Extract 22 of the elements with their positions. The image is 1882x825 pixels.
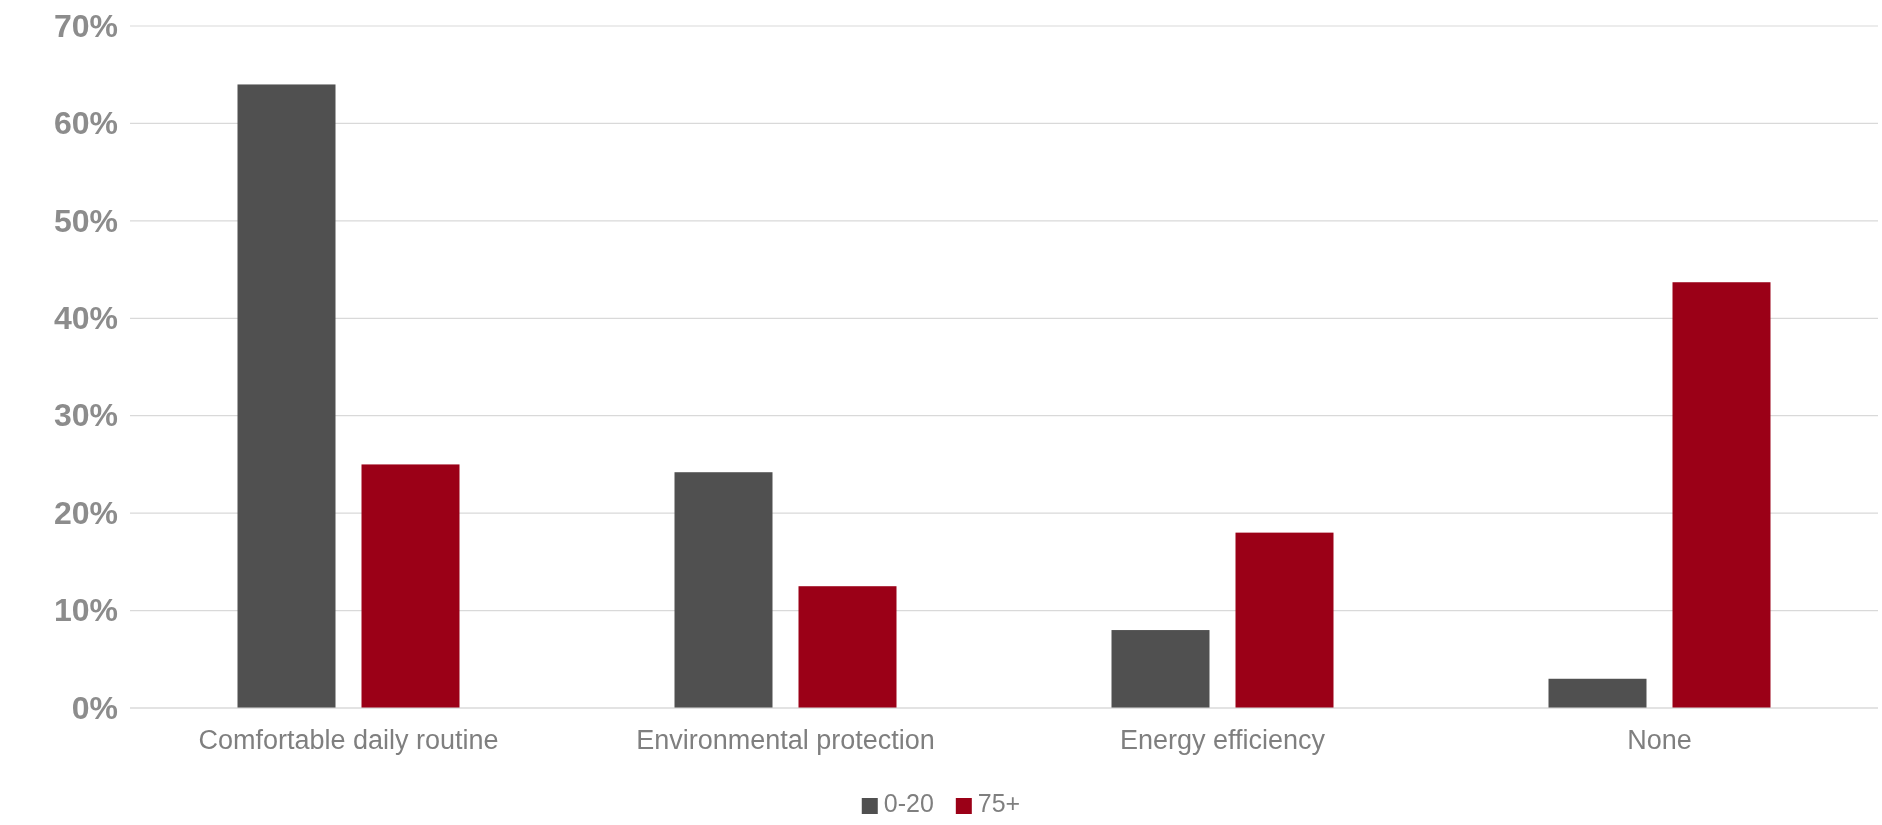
bar bbox=[1548, 678, 1647, 708]
y-tick-label: 70% bbox=[53, 7, 118, 44]
bar bbox=[798, 586, 897, 708]
y-tick-label: 0% bbox=[71, 689, 118, 726]
x-tick-label: Environmental protection bbox=[636, 725, 935, 756]
y-tick-label: 20% bbox=[53, 494, 118, 531]
y-tick-label: 10% bbox=[53, 592, 118, 629]
y-tick-label: 60% bbox=[53, 105, 118, 142]
x-tick-label: Energy efficiency bbox=[1119, 725, 1326, 756]
legend-label: 0-20 bbox=[883, 789, 934, 817]
bar bbox=[361, 464, 460, 708]
bar bbox=[1672, 282, 1771, 708]
legend-label: 75+ bbox=[977, 789, 1021, 817]
y-tick-label: 50% bbox=[53, 202, 118, 239]
bar bbox=[237, 84, 336, 708]
x-tick-label: Comfortable daily routine bbox=[198, 725, 499, 756]
x-tick-label: None bbox=[1627, 725, 1692, 756]
bar bbox=[674, 472, 773, 708]
y-tick-label: 30% bbox=[53, 397, 118, 434]
bar bbox=[1111, 630, 1210, 708]
bar bbox=[1235, 532, 1334, 708]
y-tick-label: 40% bbox=[53, 300, 118, 337]
